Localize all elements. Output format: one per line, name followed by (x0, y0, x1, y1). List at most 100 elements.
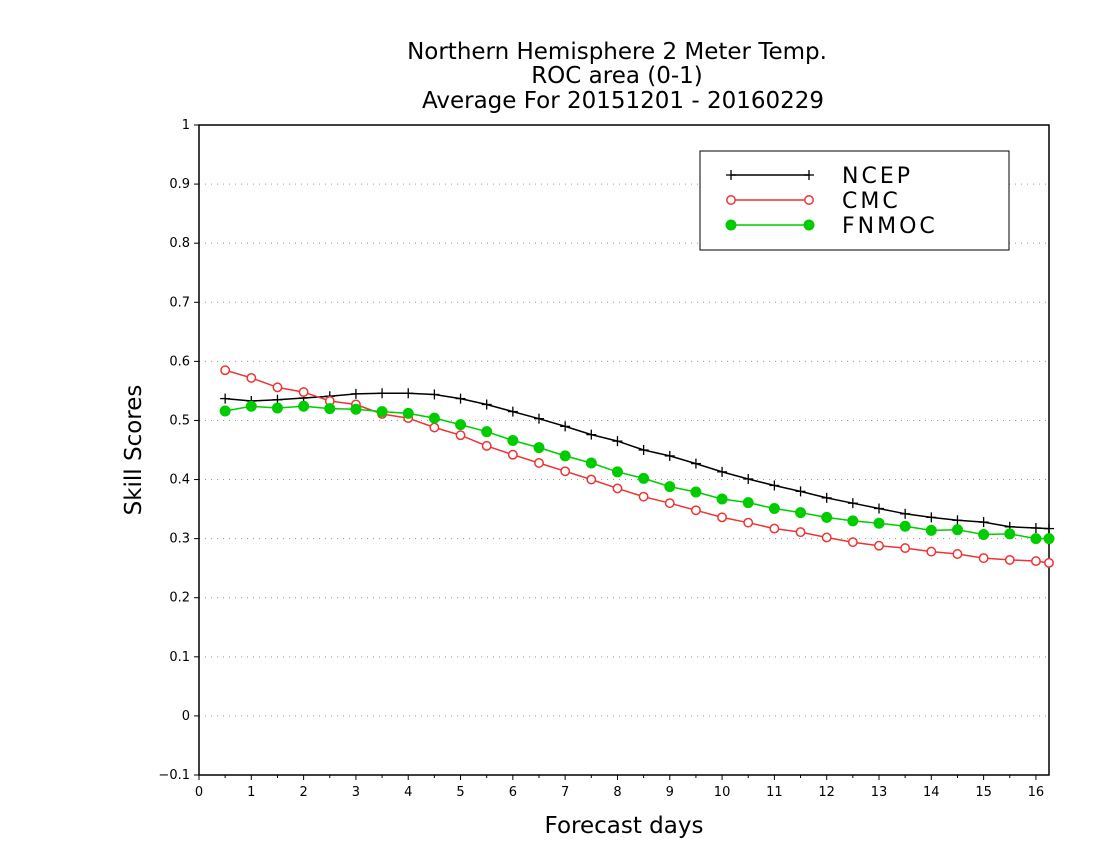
fnmoc-point (376, 406, 388, 418)
ncep-point (664, 450, 675, 461)
y-tick-label: 0.2 (169, 591, 190, 606)
y-tick-label: 0.1 (169, 650, 190, 665)
chart-title: Northern Hemisphere 2 Meter Temp. (407, 39, 827, 65)
x-tick-label: 2 (299, 785, 307, 800)
x-tick-label: 12 (818, 785, 835, 800)
cmc-point (821, 532, 832, 543)
cmc-point (690, 505, 701, 516)
fnmoc-point (1043, 533, 1055, 545)
fnmoc-series (219, 400, 1055, 545)
ncep-point (847, 498, 858, 509)
cmc-point (246, 372, 257, 383)
fnmoc-point (690, 486, 702, 498)
fnmoc-point (978, 529, 990, 540)
fnmoc-point (664, 481, 676, 493)
x-tick-label: 11 (766, 785, 783, 800)
x-tick-label: 8 (613, 785, 621, 800)
series-layer (219, 365, 1055, 568)
cmc-point (507, 449, 518, 460)
fnmoc-point (768, 503, 780, 514)
ncep-point (978, 517, 989, 528)
cmc-point (455, 430, 466, 441)
fnmoc-point (559, 450, 571, 462)
cmc-point (795, 527, 806, 538)
ncep-point (350, 388, 361, 399)
fnmoc-point (821, 511, 833, 523)
cmc-point (586, 474, 597, 485)
y-tick-label: −0.1 (158, 768, 190, 783)
cmc-point (429, 422, 440, 433)
fnmoc-point (298, 400, 310, 412)
ncep-point (900, 508, 911, 519)
legend-marker (725, 219, 737, 231)
x-axis-label: Forecast days (545, 813, 704, 839)
fnmoc-point (899, 520, 911, 532)
ncep-point (717, 466, 728, 477)
ncep-point (874, 503, 884, 514)
fnmoc-point (1030, 533, 1042, 545)
cmc-line (224, 369, 1050, 564)
x-tick-label: 6 (509, 785, 517, 800)
x-tick-label: 13 (871, 785, 888, 800)
cmc-point (1030, 556, 1041, 567)
legend-marker (726, 195, 736, 205)
legend-marker (803, 219, 815, 231)
fnmoc-point (219, 405, 231, 417)
cmc-point (717, 512, 728, 523)
x-tick-label: 10 (714, 785, 731, 800)
fnmoc-point (611, 466, 623, 478)
cmc-point (769, 523, 780, 534)
cmc-point (1044, 557, 1054, 568)
x-tick-label: 5 (456, 785, 464, 800)
cmc-point (900, 543, 911, 554)
ncep-point (560, 421, 571, 432)
ncep-point (586, 429, 597, 440)
ncep-point (638, 445, 649, 455)
ncep-point (481, 399, 492, 410)
legend-marker (726, 170, 736, 180)
fnmoc-point (271, 402, 283, 414)
ncep-point (690, 458, 701, 469)
cmc-point (481, 440, 492, 451)
cmc-point (560, 466, 571, 477)
chart-subtitle-2: Average For 20151201 - 20160229 (422, 88, 824, 114)
ncep-point (220, 393, 231, 404)
ncep-line (225, 392, 1050, 530)
fnmoc-point (951, 524, 963, 536)
fnmoc-point (742, 497, 754, 509)
ncep-point (769, 480, 780, 491)
plot-frame (198, 124, 1050, 776)
y-tick-label: 0.5 (169, 413, 190, 428)
fnmoc-point (716, 493, 728, 505)
ncep-point (952, 515, 963, 526)
fnmoc-point (873, 517, 885, 529)
y-tick-label: 1 (182, 118, 190, 133)
y-tick-label: 0 (182, 709, 190, 724)
legend-marker (804, 195, 814, 205)
fnmoc-point (847, 515, 859, 527)
fnmoc-point (925, 524, 937, 536)
cmc-point (612, 483, 623, 494)
y-axis-label: Skill Scores (121, 385, 147, 516)
cmc-point (952, 549, 963, 559)
cmc-point (926, 546, 937, 557)
fnmoc-point (481, 426, 493, 438)
ncep-series (220, 388, 1054, 534)
fnmoc-point (324, 403, 336, 415)
legend-label-cmc: CMC (842, 189, 901, 214)
y-tick-label: 0.4 (169, 473, 190, 488)
cmc-point (743, 517, 754, 528)
axis-ticks: −0.100.10.20.30.40.50.60.70.80.910 1 2 3 4 5 6… (158, 118, 1044, 800)
legend-label-fnmoc: FNMOC (842, 214, 938, 239)
cmc-point (220, 365, 231, 376)
legend-item-fnmoc: FNMOC (725, 214, 938, 239)
ncep-point (743, 473, 754, 484)
y-tick-label: 0.9 (169, 177, 190, 192)
fnmoc-point (638, 472, 650, 484)
ncep-point (795, 486, 806, 497)
cmc-point (298, 387, 309, 398)
fnmoc-point (795, 507, 807, 519)
ncep-point (1044, 523, 1054, 534)
